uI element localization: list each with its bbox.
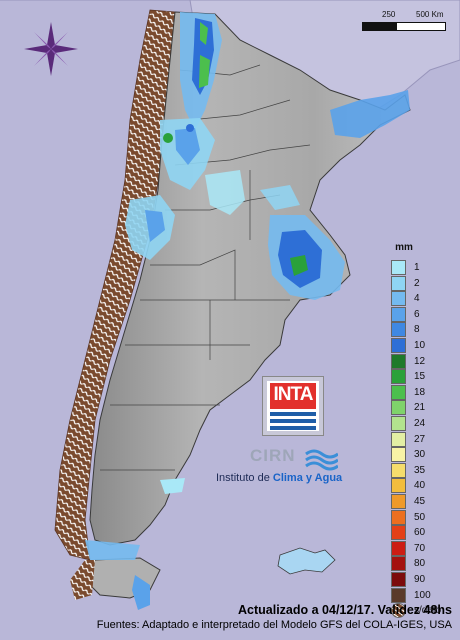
legend-swatch [391,556,406,572]
institute-accent: Clima y Agua [272,472,343,484]
legend-item: 80 [390,556,458,572]
legend-swatch [391,322,406,338]
legend-label: s/dato [414,605,442,617]
legend-label: 15 [414,371,426,383]
legend-swatch [391,587,406,603]
legend-label: 30 [414,449,426,461]
legend-label: 2 [414,277,420,289]
legend-item: 45 [390,494,458,509]
legend-item: 100 [390,587,458,603]
legend-unit: mm [395,242,413,253]
malvinas-islands [277,547,336,575]
legend-label: 18 [414,386,426,398]
legend-label: 1 [414,262,420,273]
sources-caption: Fuentes: Adaptado e interpretado del Mod… [96,619,452,631]
legend-item: 40 [390,478,458,494]
legend-label: 90 [414,574,426,585]
tierra-del-fuego-no-data [70,560,95,600]
legend-label: 12 [414,355,426,367]
scale-label-end: 500 Km [416,10,444,19]
legend-item: 24 [390,416,458,431]
legend-swatch [391,260,406,275]
legend-item: 50 [390,509,458,525]
inta-logo: INTA [262,376,324,436]
update-caption: Actualizado a 04/12/17. Validez 48hs [238,603,452,617]
legend-label: 70 [414,542,426,554]
legend-item: s/dato [390,603,458,619]
legend-item: 70 [390,540,458,556]
legend-item: 90 [390,572,458,587]
legend-item: 21 [390,400,458,416]
legend-item: 12 [390,353,458,369]
legend-item: 27 [390,431,458,447]
legend-label: 35 [414,464,426,476]
legend-label: 24 [414,418,426,429]
legend-swatch [391,306,406,322]
legend-label: 40 [414,480,426,492]
legend-item: 10 [390,338,458,353]
legend-swatch [391,431,406,447]
legend-item: 1 [390,260,458,275]
legend-swatch [391,540,406,556]
legend-item: 6 [390,306,458,322]
precipitation-areas [85,12,410,610]
legend-swatch [391,478,406,494]
legend-item: 35 [390,462,458,478]
legend-swatch [391,353,406,369]
legend-label: 21 [414,402,426,414]
legend-swatch [391,525,406,541]
legend-label: 50 [414,511,426,523]
legend-item: 60 [390,525,458,541]
inta-logo-text: INTA [273,384,314,405]
legend-label: 100 [414,589,431,601]
legend-swatch [391,384,406,400]
legend-swatch [391,369,406,385]
legend-item: 8 [390,322,458,338]
legend-label: 8 [414,324,420,336]
legend-label: 4 [414,293,420,305]
legend-swatch [391,572,406,587]
scale-bar-segment-dark [362,22,396,31]
scale-label-mid: 250 [382,10,396,19]
institute-name: Instituto de Clima y Agua [216,472,342,484]
legend-swatch [391,447,406,463]
legend-label: 45 [414,496,426,507]
scale-bar-segment-light [396,22,446,31]
legend-swatch [391,462,406,478]
legend-label: 80 [414,558,426,570]
legend-swatch [391,509,406,525]
compass-rose-icon [24,22,78,76]
legend-swatch [391,494,406,509]
legend-swatch [391,603,406,619]
legend-swatch [391,400,406,416]
legend-item: 4 [390,291,458,307]
water-waves-icon [305,449,338,471]
legend-item: 30 [390,447,458,463]
legend-item: 18 [390,384,458,400]
legend-item: 2 [390,275,458,291]
legend-label: 6 [414,308,420,320]
legend-label: 60 [414,527,426,539]
legend-swatch [391,338,406,353]
institute-prefix: Instituto de [216,472,273,484]
legend-label: 27 [414,433,426,445]
scale-bar: 250 500 Km [360,10,452,36]
cirn-logo-text: CIRN [250,446,296,465]
legend-swatch [391,291,406,307]
legend-label: 10 [414,340,426,351]
cirn-logo: CIRN Instituto de Clima y Agua [216,446,386,494]
legend-item: 15 [390,369,458,385]
legend-swatch [391,416,406,431]
legend-swatch [391,275,406,291]
